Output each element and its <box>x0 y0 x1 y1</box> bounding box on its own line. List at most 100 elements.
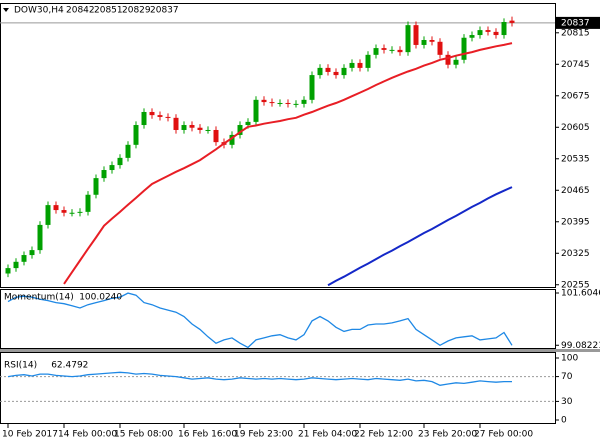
candle-body <box>269 102 275 104</box>
candle-body <box>85 194 91 212</box>
candle-body <box>61 210 67 213</box>
indicator-title: RSI(14) <box>4 361 37 371</box>
candle-body <box>429 39 435 42</box>
candle-body <box>5 268 11 274</box>
candle-body <box>157 115 163 117</box>
candle-body <box>493 31 499 36</box>
candle-body <box>421 39 427 45</box>
indicator-line <box>7 292 513 349</box>
x-tick-label: 16 Feb 16:00 <box>178 430 237 440</box>
y-tick-label: 20535 <box>561 154 590 164</box>
candle-body <box>485 30 491 32</box>
header-low: 20829 <box>122 6 151 16</box>
candle-body <box>77 211 83 213</box>
y-tick-label: 20395 <box>561 217 590 227</box>
indicator-title: Momentum(14) <box>4 293 74 303</box>
candle-body <box>37 224 43 251</box>
candle-body <box>373 48 379 55</box>
candle-body <box>253 99 259 122</box>
moving-average <box>327 186 513 287</box>
y-tick-label: 101.6046 <box>561 289 600 299</box>
candle-body <box>461 37 467 60</box>
candle-body <box>165 116 171 118</box>
candle-body <box>413 25 419 45</box>
y-tick-label: 100 <box>561 354 578 364</box>
candle-body <box>301 99 307 104</box>
header-open: 20842 <box>66 6 95 16</box>
candle-body <box>237 125 243 135</box>
candle-body <box>181 125 187 130</box>
candle-body <box>365 54 371 68</box>
candle-body <box>325 67 331 72</box>
candle-body <box>197 127 203 130</box>
candle-body <box>189 125 195 128</box>
last-price-label: 20837 <box>561 18 590 28</box>
candle-body <box>261 99 267 103</box>
x-tick-label: 10 Feb 2017 <box>2 430 58 440</box>
x-tick-label: 21 Feb 04:00 <box>298 430 357 440</box>
main-panel-frame <box>0 3 556 288</box>
candle-body <box>309 75 315 100</box>
y-tick-label: 20745 <box>561 60 590 70</box>
candle-body <box>317 67 323 76</box>
indicator-value: 62.4792 <box>51 361 88 371</box>
candle-body <box>29 250 35 256</box>
rsi-panel-frame <box>0 352 556 424</box>
candle-body <box>333 71 339 76</box>
momentum-panel-frame <box>0 289 556 349</box>
chart-title: DOW30,H4 <box>14 6 64 16</box>
candle-body <box>229 134 235 145</box>
candle-body <box>213 129 219 143</box>
candle-body <box>509 20 515 23</box>
candle-body <box>149 111 155 116</box>
x-tick-label: 22 Feb 12:00 <box>354 430 413 440</box>
candle-body <box>53 205 59 211</box>
last-price-box <box>556 16 600 29</box>
candle-body <box>453 59 459 65</box>
candle-body <box>357 62 363 68</box>
candle-body <box>125 144 131 158</box>
candle-body <box>69 212 75 214</box>
candle-body <box>205 129 211 131</box>
y-tick-label: 20815 <box>561 28 590 38</box>
candle-body <box>477 30 483 36</box>
header-high: 20851 <box>94 6 123 16</box>
candle-body <box>141 111 147 126</box>
y-tick-label: 99.08221 <box>561 341 600 351</box>
y-tick-label: 0 <box>561 416 567 426</box>
candle-body <box>445 54 451 65</box>
y-tick-label: 20605 <box>561 123 590 133</box>
candle-body <box>93 178 99 195</box>
candle-body <box>293 103 299 105</box>
y-tick-label: 70 <box>561 372 573 382</box>
candle-body <box>341 67 347 76</box>
candle-body <box>469 35 475 38</box>
indicator-value: 100.0240 <box>79 293 122 303</box>
x-tick-label: 23 Feb 20:00 <box>418 430 477 440</box>
candle-body <box>277 102 283 104</box>
candle-body <box>45 205 51 225</box>
candle-body <box>245 121 251 126</box>
candle-body <box>13 261 19 269</box>
candle-body <box>101 170 107 179</box>
candle-body <box>349 62 355 68</box>
candle-body <box>285 102 291 104</box>
candle-body <box>133 125 139 145</box>
candle-body <box>397 49 403 53</box>
candle-body <box>437 41 443 55</box>
y-tick-label: 20255 <box>561 280 590 290</box>
candle-body <box>117 157 123 166</box>
y-tick-label: 20325 <box>561 249 590 259</box>
header-close: 20837 <box>150 6 179 16</box>
candle-body <box>389 49 395 51</box>
candle-body <box>405 25 411 53</box>
menu-arrow <box>3 8 9 12</box>
candle-body <box>381 48 387 50</box>
x-tick-label: 19 Feb 23:00 <box>234 430 293 440</box>
candle-body <box>109 165 115 171</box>
y-tick-label: 30 <box>561 397 573 407</box>
x-tick-label: 27 Feb 00:00 <box>474 430 533 440</box>
y-tick-label: 20675 <box>561 91 590 101</box>
indicator-line <box>7 371 512 386</box>
